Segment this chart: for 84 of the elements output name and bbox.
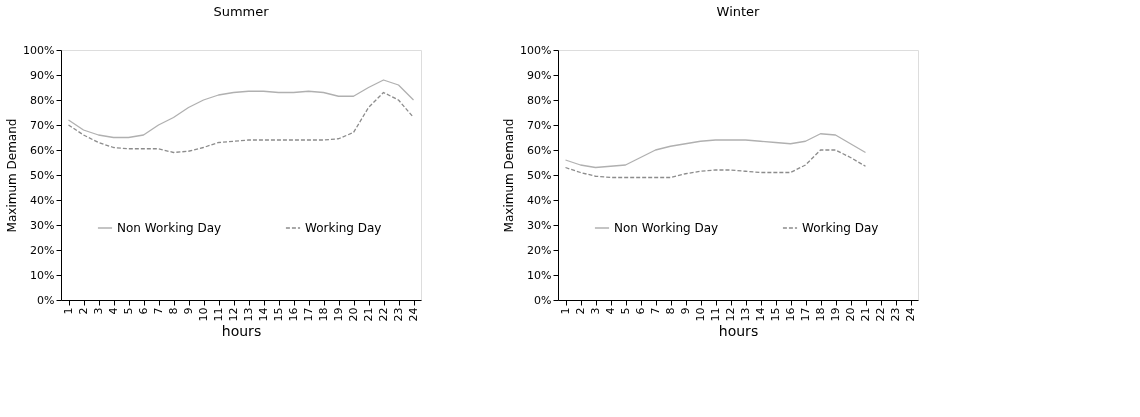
x-tick-label: 15 [769, 307, 782, 322]
x-tick-label: 1 [62, 307, 75, 315]
y-tick-label: 90% [527, 68, 552, 82]
x-tick-label: 24 [407, 307, 420, 322]
x-tick-label: 24 [904, 307, 917, 322]
chart-title: Summer [213, 4, 270, 19]
x-tick-label: 5 [122, 307, 135, 315]
x-axis-title: hours [221, 323, 262, 340]
legend-label: Non Working Day [117, 221, 222, 235]
x-tick-label: 14 [257, 307, 270, 322]
x-tick-label: 18 [814, 307, 827, 322]
x-tick-label: 3 [589, 307, 602, 315]
x-tick-label: 23 [392, 307, 405, 322]
legend-label: Working Day [305, 221, 382, 235]
x-tick-label: 6 [634, 307, 647, 315]
x-tick-label: 2 [77, 307, 90, 315]
x-tick-label: 22 [377, 307, 390, 322]
y-tick-label: 0% [37, 293, 55, 307]
y-tick-label: 100% [23, 43, 55, 57]
x-tick-label: 14 [754, 307, 767, 322]
x-tick-label: 7 [649, 307, 662, 315]
x-tick-label: 11 [212, 307, 225, 322]
y-tick-label: 20% [527, 243, 552, 257]
x-tick-label: 6 [137, 307, 150, 315]
x-tick-label: 4 [604, 307, 617, 315]
y-tick-label: 0% [534, 293, 552, 307]
x-tick-label: 21 [362, 307, 375, 322]
x-tick-label: 10 [197, 307, 210, 322]
x-tick-label: 17 [799, 307, 812, 322]
y-tick-label: 100% [520, 43, 552, 57]
y-tick-label: 60% [30, 143, 55, 157]
x-tick-label: 3 [92, 307, 105, 315]
chart-title: Winter [716, 4, 761, 19]
y-tick-label: 30% [30, 218, 55, 232]
x-tick-label: 1 [559, 307, 572, 315]
x-tick-label: 9 [679, 307, 692, 315]
x-tick-label: 8 [664, 307, 677, 315]
x-tick-label: 9 [182, 307, 195, 315]
y-tick-label: 80% [30, 93, 55, 107]
x-tick-label: 12 [227, 307, 240, 322]
y-tick-label: 20% [30, 243, 55, 257]
y-tick-label: 40% [527, 193, 552, 207]
y-tick-label: 60% [527, 143, 552, 157]
x-tick-label: 7 [152, 307, 165, 315]
legend-label: Non Working Day [614, 221, 719, 235]
x-tick-label: 13 [242, 307, 255, 322]
y-tick-label: 10% [30, 268, 55, 282]
legend-label: Working Day [802, 221, 879, 235]
y-tick-label: 80% [527, 93, 552, 107]
y-tick-label: 70% [527, 118, 552, 132]
y-tick-label: 10% [527, 268, 552, 282]
line-series [67, 79, 415, 139]
x-tick-label: 10 [694, 307, 707, 322]
x-tick-label: 20 [347, 307, 360, 322]
x-tick-label: 21 [859, 307, 872, 322]
x-tick-label: 16 [784, 307, 797, 322]
x-tick-label: 15 [272, 307, 285, 322]
x-axis-title: hours [718, 323, 759, 340]
x-tick-label: 19 [332, 307, 345, 322]
y-tick-label: 90% [30, 68, 55, 82]
y-tick-label: 30% [527, 218, 552, 232]
line-series [564, 149, 867, 179]
x-tick-label: 4 [107, 307, 120, 315]
y-tick-label: 50% [30, 168, 55, 182]
y-axis-title: Maximum Demand [5, 118, 20, 233]
x-tick-label: 16 [287, 307, 300, 322]
x-tick-label: 17 [302, 307, 315, 322]
x-tick-label: 2 [574, 307, 587, 315]
y-tick-label: 40% [30, 193, 55, 207]
x-tick-label: 8 [167, 307, 180, 315]
x-tick-label: 20 [844, 307, 857, 322]
y-tick-label: 50% [527, 168, 552, 182]
x-tick-label: 19 [829, 307, 842, 322]
x-tick-label: 18 [317, 307, 330, 322]
x-tick-label: 5 [619, 307, 632, 315]
line-series [564, 133, 867, 169]
y-tick-label: 70% [30, 118, 55, 132]
x-tick-label: 23 [889, 307, 902, 322]
line-series [67, 91, 415, 154]
x-tick-label: 22 [874, 307, 887, 322]
x-tick-label: 13 [739, 307, 752, 322]
x-tick-label: 11 [709, 307, 722, 322]
y-axis-title: Maximum Demand [502, 118, 517, 233]
x-tick-label: 12 [724, 307, 737, 322]
